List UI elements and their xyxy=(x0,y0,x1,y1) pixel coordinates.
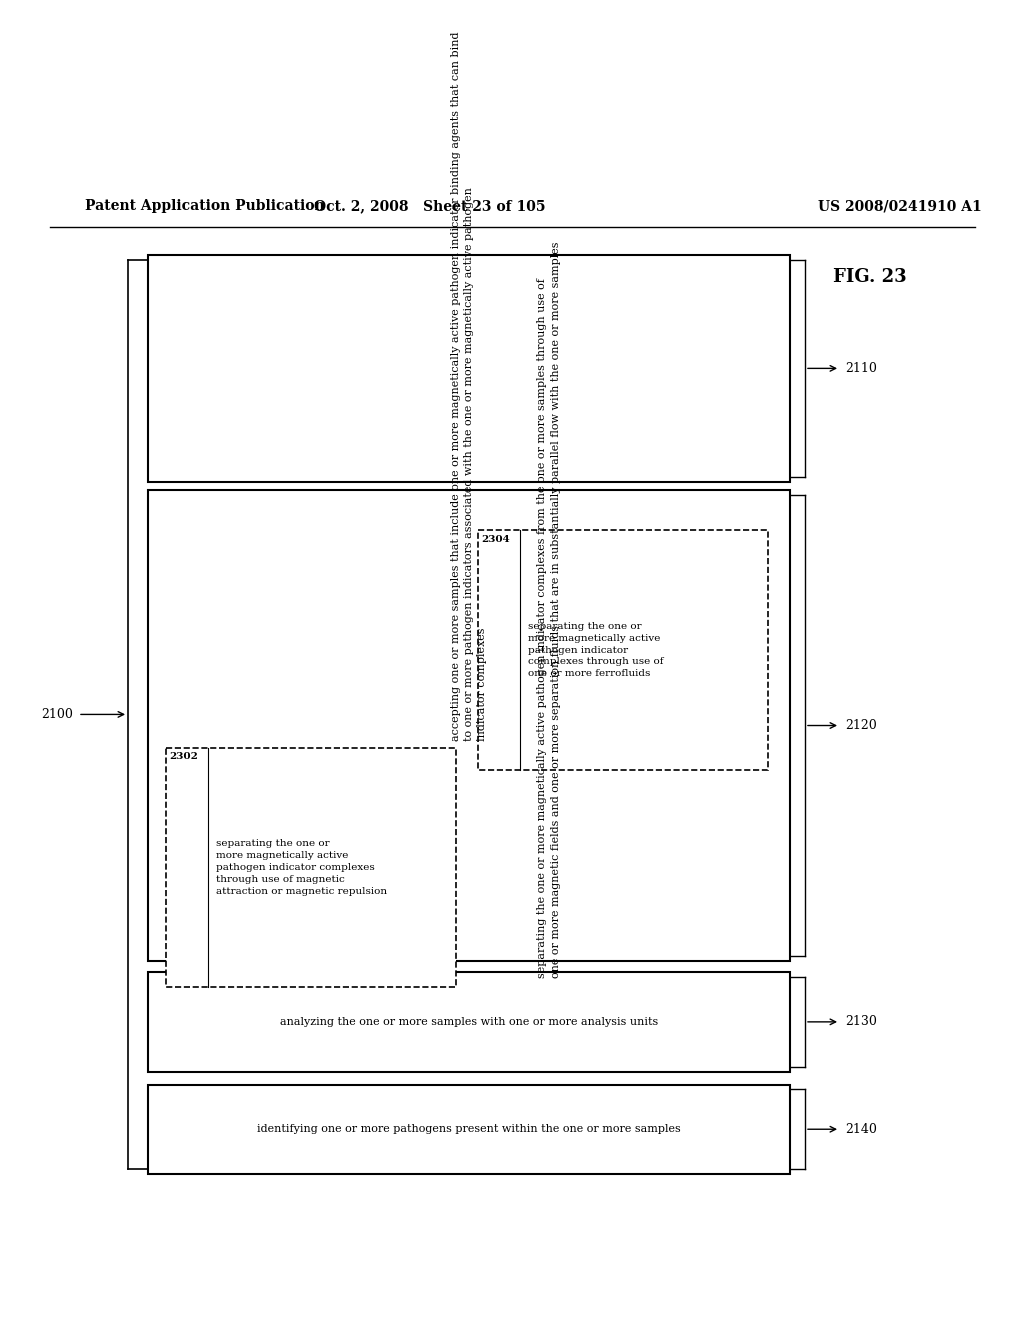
Text: separating the one or
more magnetically active
pathogen indicator
complexes thro: separating the one or more magnetically … xyxy=(528,622,664,678)
Text: 2130: 2130 xyxy=(845,1015,877,1028)
Text: 2140: 2140 xyxy=(845,1123,877,1135)
Text: FIG. 23: FIG. 23 xyxy=(834,268,907,286)
Text: Patent Application Publication: Patent Application Publication xyxy=(85,199,325,214)
Bar xyxy=(478,531,768,770)
Bar xyxy=(166,747,456,987)
Text: Oct. 2, 2008   Sheet 23 of 105: Oct. 2, 2008 Sheet 23 of 105 xyxy=(314,199,546,214)
Text: 2110: 2110 xyxy=(845,362,877,375)
Bar xyxy=(148,1085,790,1173)
Text: 2304: 2304 xyxy=(481,535,510,544)
Text: US 2008/0241910 A1: US 2008/0241910 A1 xyxy=(818,199,982,214)
Text: 2100: 2100 xyxy=(41,708,73,721)
Bar xyxy=(148,973,790,1072)
Text: analyzing the one or more samples with one or more analysis units: analyzing the one or more samples with o… xyxy=(280,1016,658,1027)
Text: identifying one or more pathogens present within the one or more samples: identifying one or more pathogens presen… xyxy=(257,1125,681,1134)
Bar xyxy=(148,491,790,961)
Text: separating the one or more magnetically active pathogen indicator complexes from: separating the one or more magnetically … xyxy=(538,242,560,978)
Text: 2302: 2302 xyxy=(169,752,198,762)
Bar xyxy=(148,255,790,482)
Text: accepting one or more samples that include one or more magnetically active patho: accepting one or more samples that inclu… xyxy=(451,32,487,741)
Text: 2120: 2120 xyxy=(845,719,877,733)
Text: separating the one or
more magnetically active
pathogen indicator complexes
thro: separating the one or more magnetically … xyxy=(216,840,387,895)
